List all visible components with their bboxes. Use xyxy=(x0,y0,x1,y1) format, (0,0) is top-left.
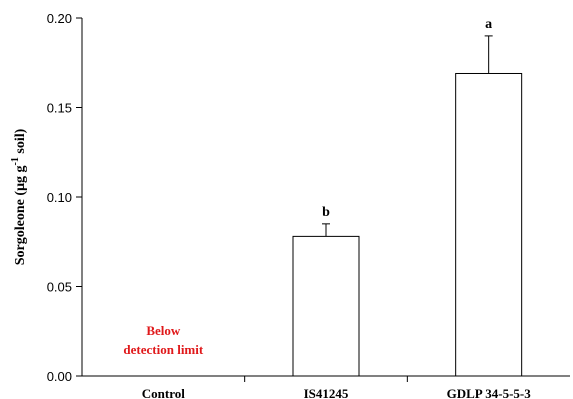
bar-series: ba xyxy=(292,17,523,377)
bar xyxy=(455,72,523,377)
x-tick-label: Control xyxy=(142,386,185,399)
x-axis-ticks: Control IS41245 GDLP 34-5-5-3 xyxy=(142,376,531,399)
y-axis-ticks: 0.00 0.05 0.10 0.15 0.20 xyxy=(47,11,82,384)
significance-letter: a xyxy=(485,17,492,32)
x-tick-label: GDLP 34-5-5-3 xyxy=(447,386,532,399)
bar xyxy=(292,235,360,377)
annotation-line-1: Below xyxy=(146,323,181,338)
chart-labels: Sorgoleone (µg g-1 soil) Below detection… xyxy=(10,128,204,357)
y-axis-label: Sorgoleone (µg g-1 soil) xyxy=(10,128,28,265)
significance-letter: b xyxy=(322,205,330,220)
y-tick-label: 0.10 xyxy=(47,190,72,205)
y-tick-label: 0.00 xyxy=(47,369,72,384)
x-tick-label: IS41245 xyxy=(304,386,349,399)
y-tick-label: 0.20 xyxy=(47,11,72,26)
annotation-line-2: detection limit xyxy=(123,342,203,357)
y-tick-label: 0.05 xyxy=(47,280,72,295)
y-tick-label: 0.15 xyxy=(47,101,72,116)
